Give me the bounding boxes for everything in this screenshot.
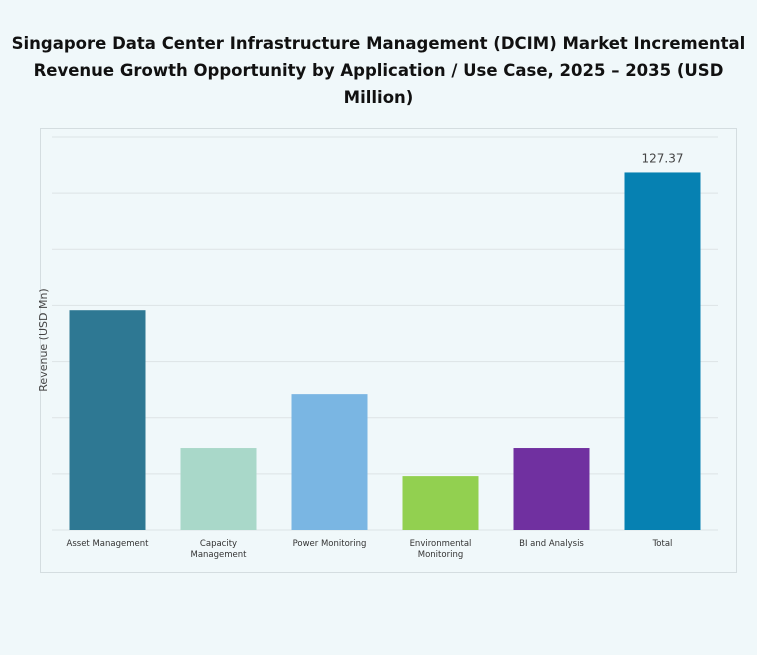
bar [69, 310, 146, 530]
bar [180, 448, 257, 530]
chart-title: Singapore Data Center Infrastructure Man… [11, 34, 746, 107]
bar [402, 476, 479, 530]
x-tick-label: Total [652, 539, 673, 549]
y-axis-label: Revenue (USD Mn) [37, 288, 50, 391]
x-tick-label: BI and Analysis [519, 539, 584, 549]
bar [624, 172, 701, 530]
x-tick-label: Environmental Monitoring [409, 539, 472, 560]
plot-frame [40, 128, 737, 573]
bar [291, 394, 368, 530]
bar [513, 448, 590, 530]
x-tick-label: Asset Management [66, 539, 149, 549]
x-tick-label: Power Monitoring [292, 539, 367, 549]
x-tick-label: Capacity Management [190, 539, 247, 560]
value-label: 127.37 [642, 151, 684, 165]
